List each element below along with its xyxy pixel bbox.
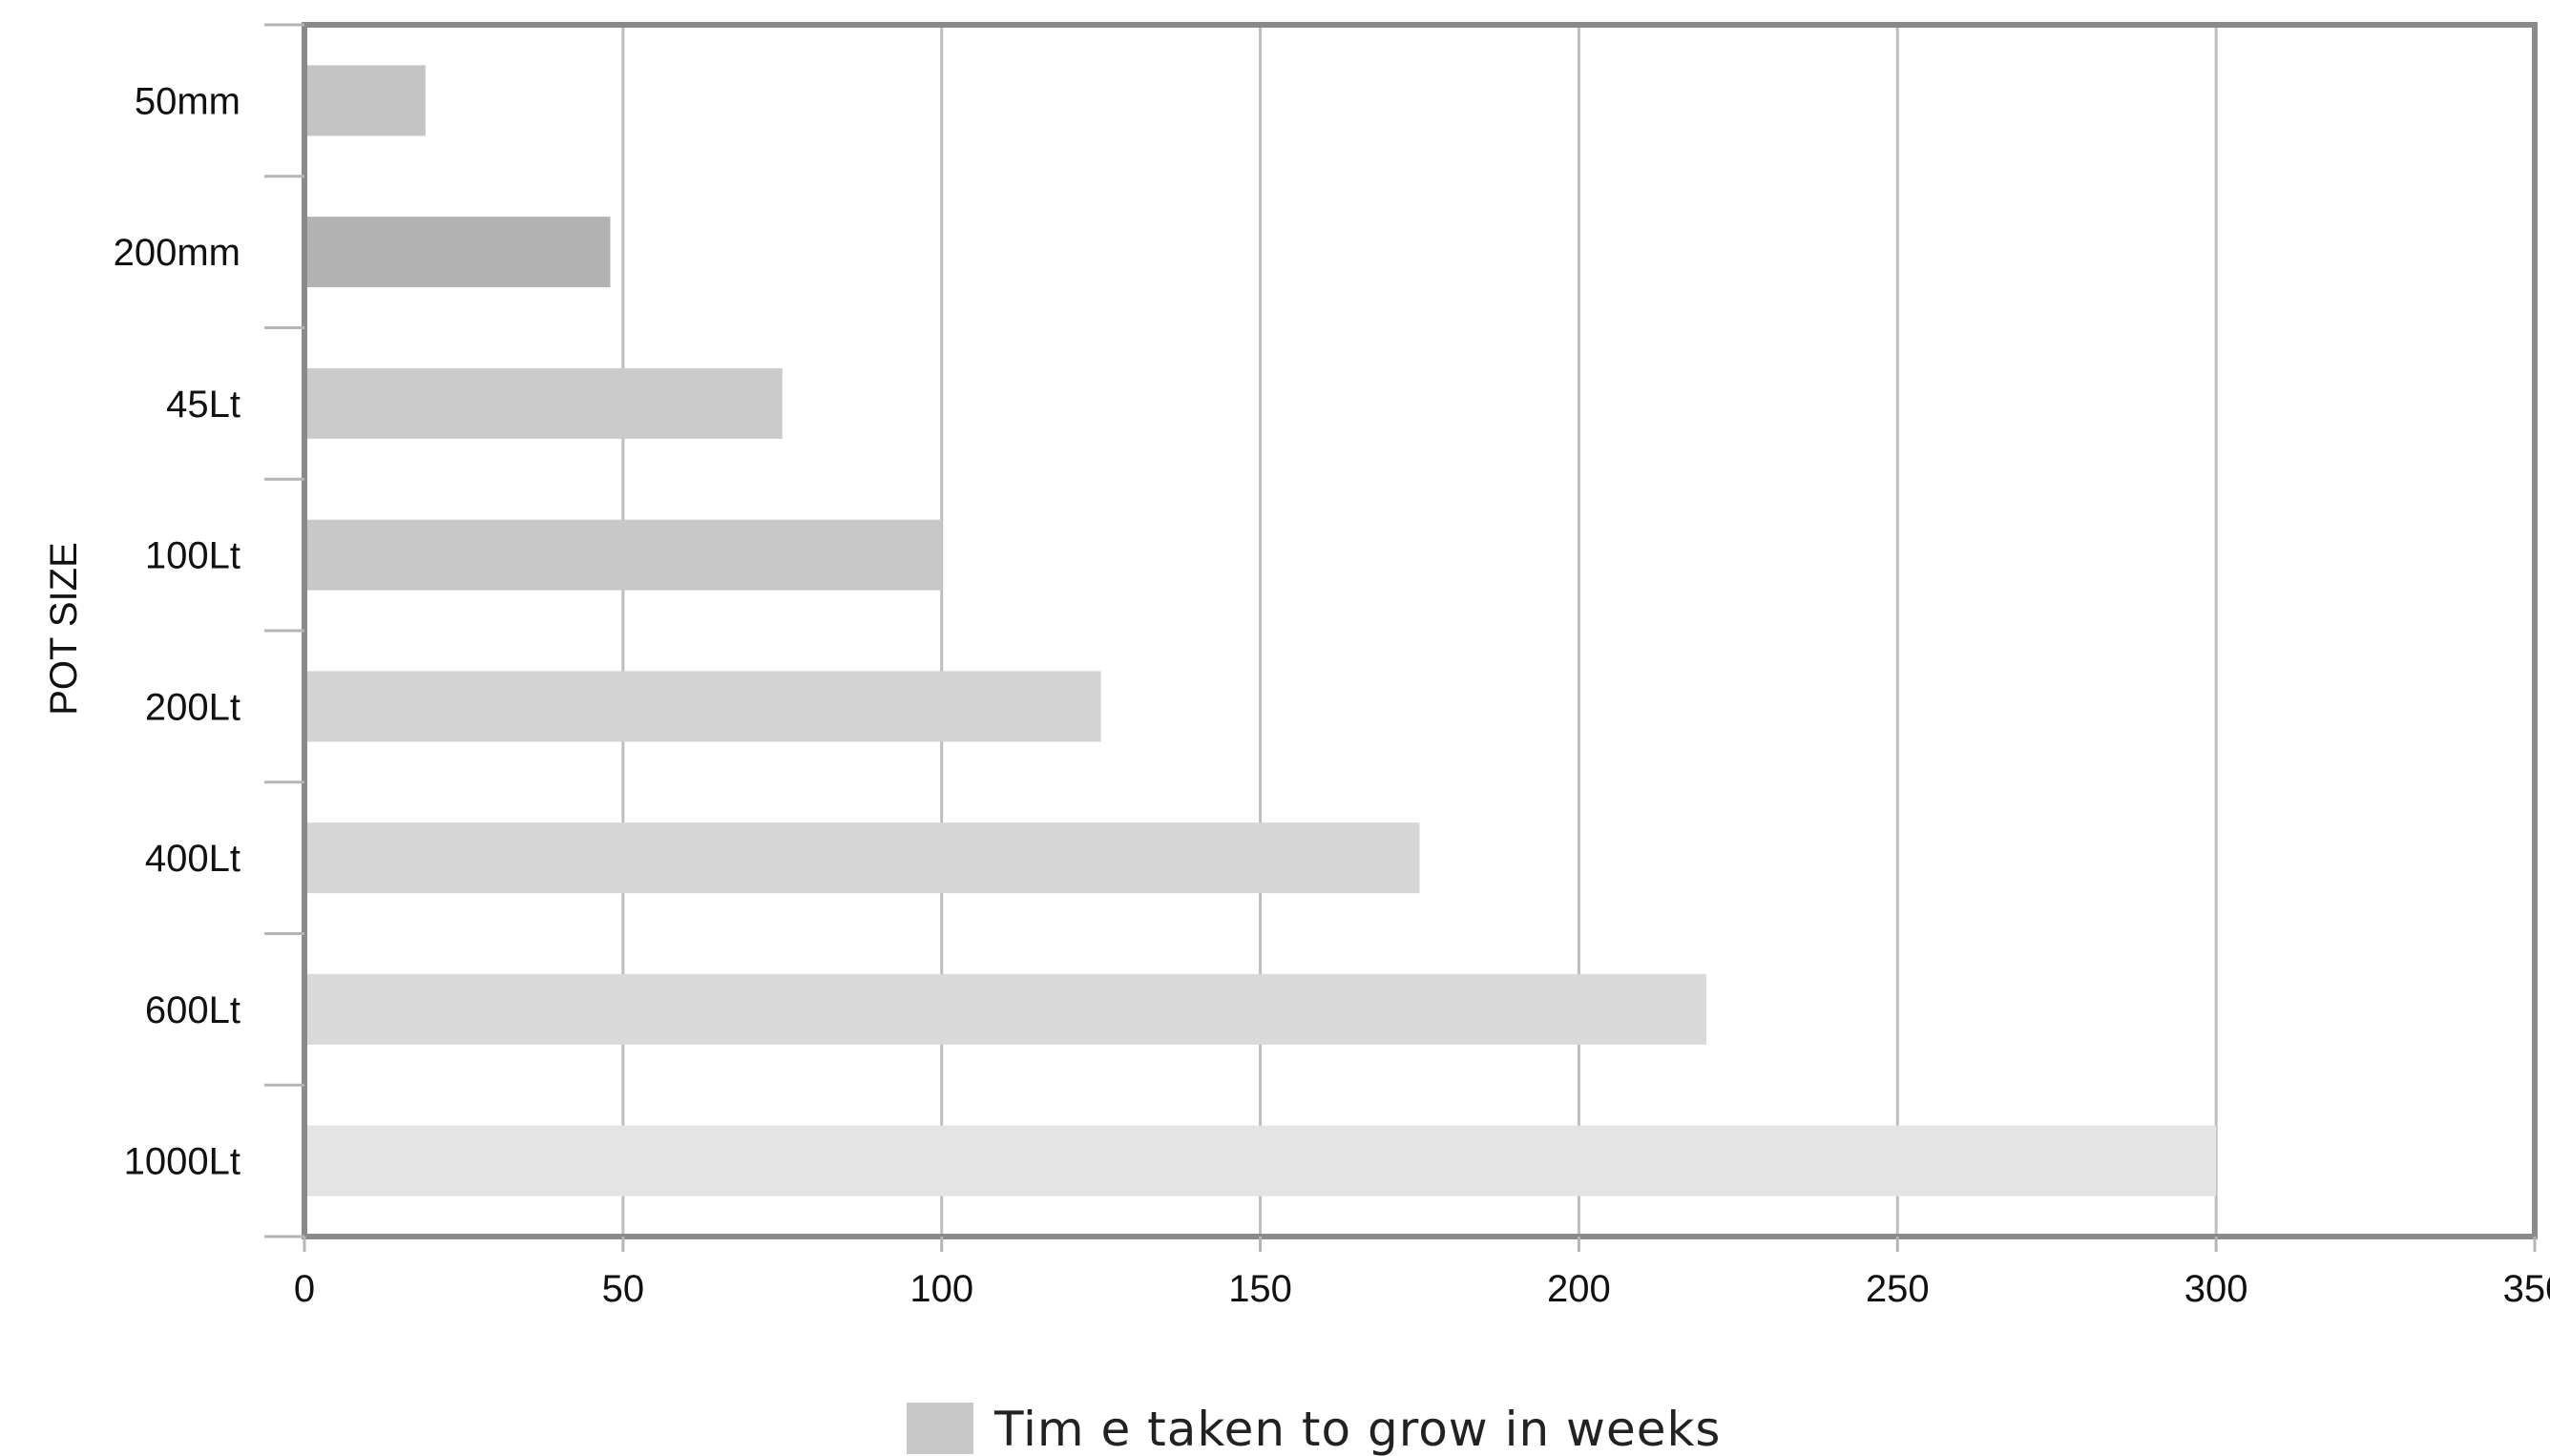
legend-series-label: Tim e taken to grow in weeks [993, 1402, 1721, 1456]
category-label: 100Lt [145, 535, 240, 577]
x-tick-label: 200 [1547, 1268, 1611, 1310]
category-labels: 50mm 200mm 45Lt 100Lt 200Lt 400Lt 600Lt 1000Lt [114, 80, 240, 1182]
bar-100Lt [307, 520, 942, 591]
bar-200mm [307, 217, 611, 287]
category-label: 400Lt [145, 838, 240, 880]
x-tick-labels: 0 50 100 150 200 250 300 350 [294, 1268, 2550, 1310]
category-label: 600Lt [145, 989, 240, 1031]
grid-lines [623, 25, 2216, 1237]
x-tick-label: 250 [1866, 1268, 1930, 1310]
bar-50mm [307, 65, 426, 135]
category-label: 1000Lt [124, 1141, 240, 1183]
axis-ticks [264, 25, 2535, 1252]
bar-200Lt [307, 671, 1101, 741]
bar-45Lt [307, 368, 783, 439]
x-tick-label: 50 [602, 1268, 645, 1310]
x-tick-label: 350 [2503, 1268, 2550, 1310]
category-label: 45Lt [166, 384, 240, 426]
bar-600Lt [307, 974, 1706, 1045]
plot-frame [304, 25, 2535, 1237]
legend-swatch [907, 1403, 973, 1454]
x-tick-label: 0 [294, 1268, 315, 1310]
bar-400Lt [307, 822, 1420, 893]
x-tick-label: 300 [2184, 1268, 2248, 1310]
y-axis-title: POT SIZE [43, 542, 85, 716]
x-tick-label: 150 [1228, 1268, 1292, 1310]
category-label: 50mm [135, 80, 240, 122]
x-tick-label: 100 [909, 1268, 973, 1310]
category-label: 200Lt [145, 686, 240, 728]
category-label: 200mm [114, 232, 240, 274]
legend: Tim e taken to grow in weeks [907, 1402, 1721, 1456]
bar-1000Lt [307, 1126, 2216, 1196]
